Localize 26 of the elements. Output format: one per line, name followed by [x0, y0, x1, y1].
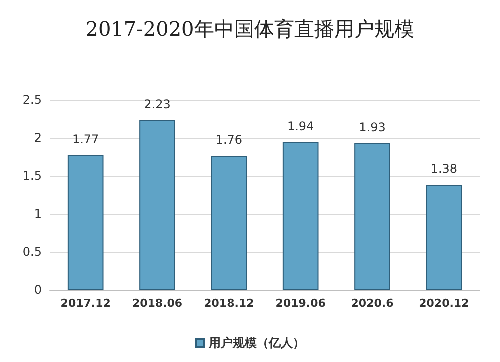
legend-label: 用户规模（亿人）: [208, 336, 305, 350]
x-tick-label: 2017.12: [60, 297, 111, 310]
bar: [282, 142, 319, 290]
y-tick-label: 1.5: [22, 169, 42, 183]
bar: [140, 120, 176, 290]
x-tick-label: 2020.12: [419, 297, 470, 310]
bar: [211, 156, 248, 290]
y-tick-label: 0.5: [22, 245, 42, 259]
bar: [426, 185, 462, 290]
data-label: 1.94: [287, 120, 314, 134]
y-tick-label: 1: [34, 207, 42, 221]
data-label: 1.77: [72, 132, 100, 146]
x-tick-label: 2020.6: [351, 297, 394, 310]
y-tick-label: 2: [34, 131, 42, 145]
data-label: 1.93: [359, 120, 386, 134]
x-tick-label: 2018.12: [204, 297, 254, 310]
data-label: 2.23: [144, 98, 171, 112]
y-tick-label: 0: [34, 283, 42, 297]
chart-title: 2017-2020年中国体育直播用户规模: [86, 17, 414, 41]
data-label: 1.38: [430, 162, 458, 176]
x-tick-label: 2018.06: [132, 297, 183, 310]
bar: [354, 143, 390, 290]
data-label: 1.76: [216, 133, 243, 148]
x-tick-label: 2019.06: [276, 297, 326, 310]
y-tick-label: 2.5: [22, 93, 42, 107]
bar: [68, 155, 104, 290]
